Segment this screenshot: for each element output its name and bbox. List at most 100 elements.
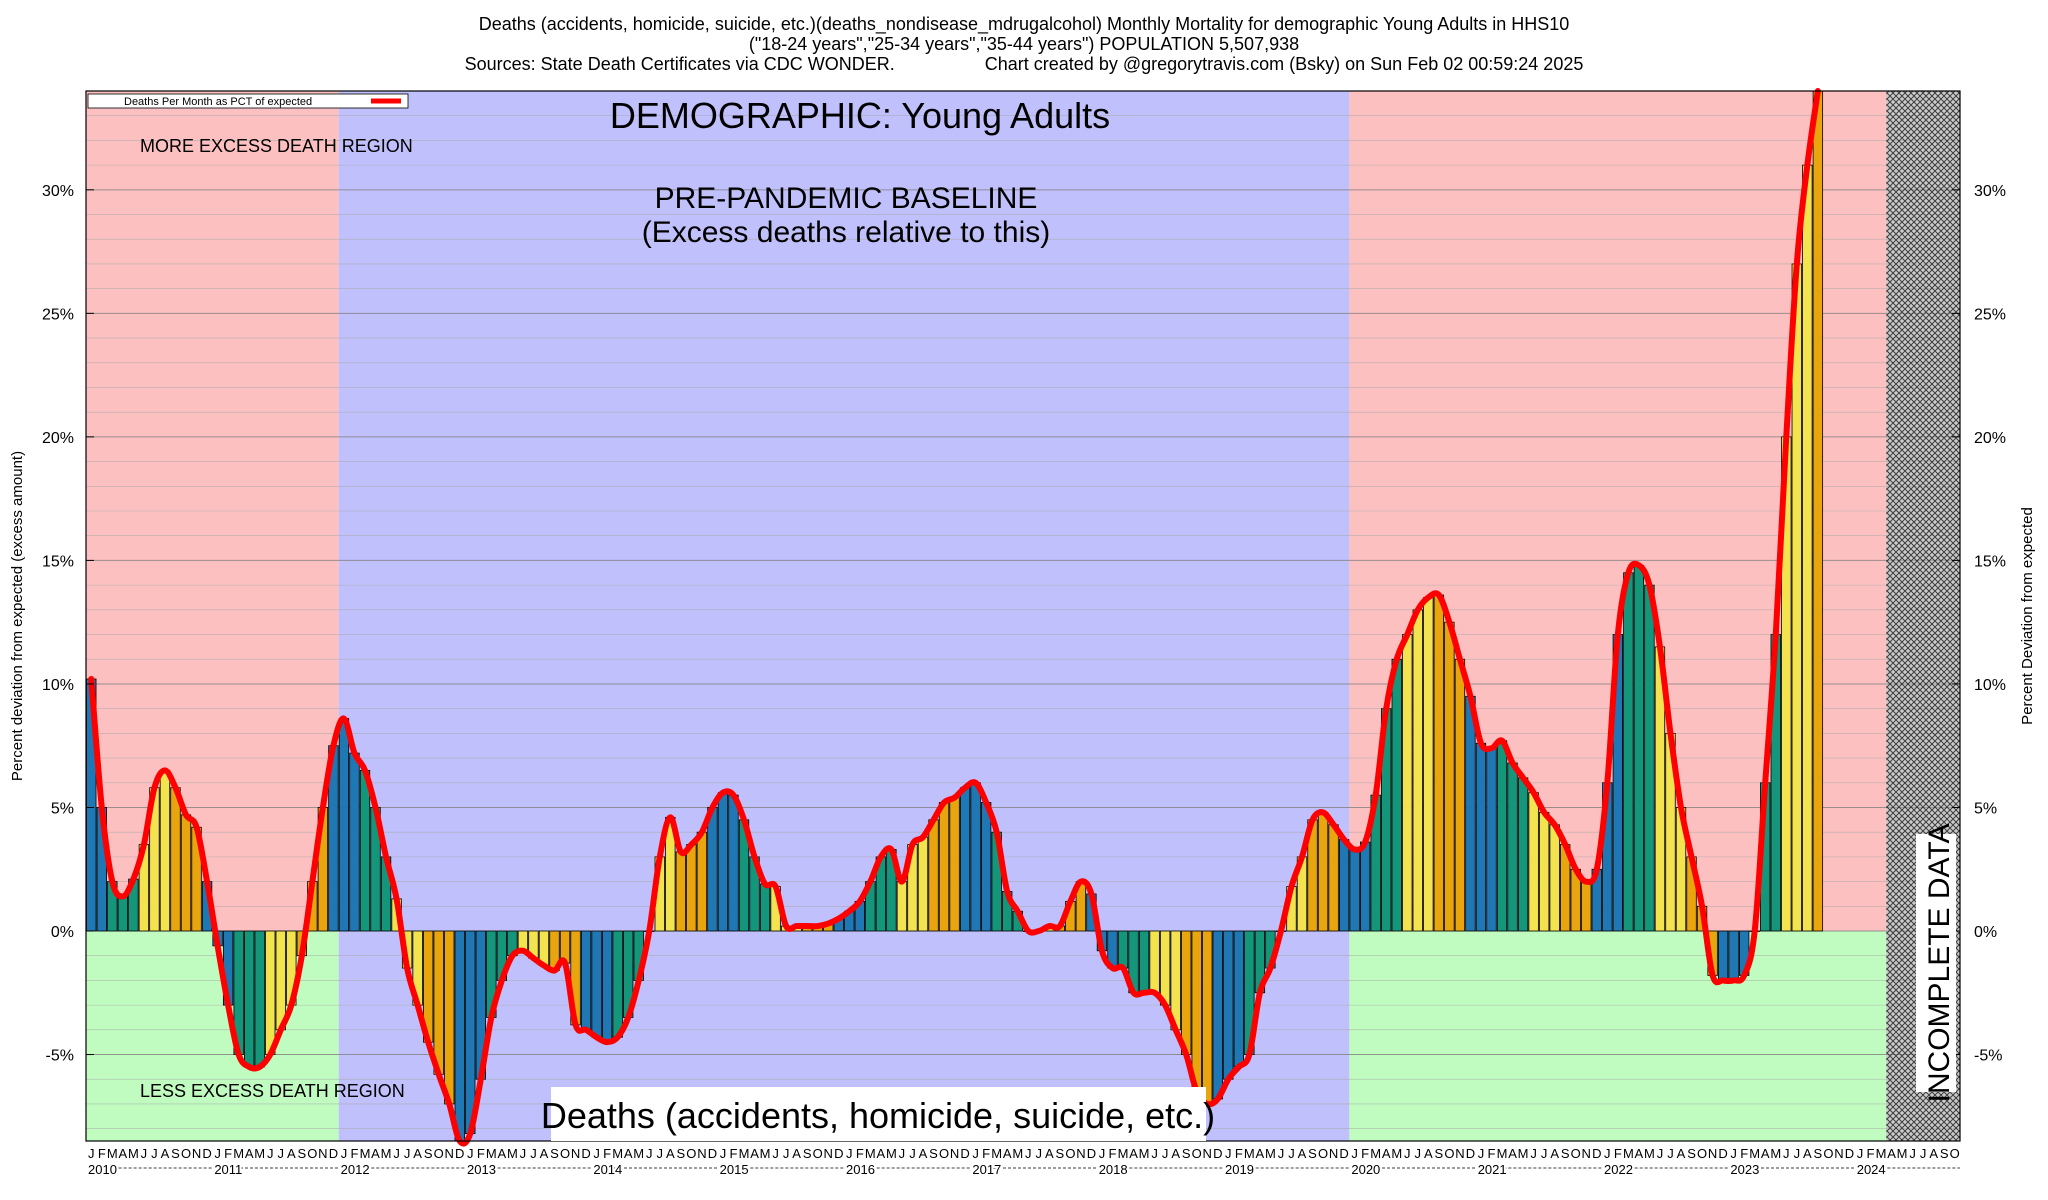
bar bbox=[1633, 564, 1645, 932]
x-tick-year-label: 2020 bbox=[1351, 1162, 1380, 1177]
bar bbox=[170, 787, 181, 932]
x-tick-month-label: S bbox=[171, 1146, 180, 1161]
chart-title: Deaths (accidents, homicide, suicide, et… bbox=[478, 14, 1570, 34]
x-tick-month-label: S bbox=[1687, 1146, 1696, 1161]
bar bbox=[1581, 881, 1592, 932]
x-tick-month-label: J bbox=[1657, 1146, 1664, 1161]
x-tick-month-label: N bbox=[571, 1146, 580, 1161]
x-tick-month-label: J bbox=[1025, 1146, 1032, 1161]
x-tick-month-label: A bbox=[413, 1146, 422, 1161]
x-tick-month-label: A bbox=[624, 1146, 633, 1161]
x-tick-month-label: M bbox=[1770, 1146, 1781, 1161]
x-tick-month-label: F bbox=[603, 1146, 611, 1161]
bar bbox=[1138, 930, 1150, 994]
bar bbox=[717, 792, 729, 932]
x-tick-month-label: S bbox=[1561, 1146, 1570, 1161]
x-tick-month-label: D bbox=[1213, 1146, 1222, 1161]
bar bbox=[938, 802, 950, 932]
bar bbox=[970, 782, 981, 932]
y-tick-label-left: 25% bbox=[42, 306, 74, 323]
x-tick-month-label: F bbox=[1740, 1146, 1748, 1161]
x-tick-month-label: M bbox=[1518, 1146, 1529, 1161]
bar bbox=[1317, 812, 1329, 932]
x-tick-month-label: J bbox=[646, 1146, 653, 1161]
x-tick-month-label: O bbox=[1192, 1146, 1202, 1161]
x-tick-year-label: 2016 bbox=[846, 1162, 875, 1177]
bar bbox=[728, 794, 739, 932]
x-tick-month-label: A bbox=[540, 1146, 549, 1161]
bar bbox=[917, 836, 929, 932]
x-tick-month-label: M bbox=[886, 1146, 897, 1161]
x-tick-month-label: J bbox=[1857, 1146, 1864, 1161]
less-excess-region-right bbox=[1349, 931, 1887, 1141]
x-tick-month-label: M bbox=[1370, 1146, 1381, 1161]
x-tick-year-label: 2015 bbox=[720, 1162, 749, 1177]
x-tick-month-label: J bbox=[1415, 1146, 1422, 1161]
x-tick-month-label: O bbox=[1444, 1146, 1454, 1161]
x-tick-month-label: O bbox=[1950, 1146, 1960, 1161]
legend-label: Deaths Per Month as PCT of expected bbox=[124, 96, 312, 108]
x-tick-year-label: 2022 bbox=[1604, 1162, 1633, 1177]
less-excess-label: LESS EXCESS DEATH REGION bbox=[140, 1081, 405, 1101]
baseline-title: PRE-PANDEMIC BASELINE bbox=[655, 182, 1038, 215]
x-tick-month-label: J bbox=[1288, 1146, 1295, 1161]
x-tick-year-label: 2018 bbox=[1099, 1162, 1128, 1177]
x-tick-month-label: O bbox=[181, 1146, 191, 1161]
demographic-title: DEMOGRAPHIC: Young Adults bbox=[610, 95, 1110, 136]
bar bbox=[1181, 930, 1192, 1055]
x-tick-month-label: A bbox=[1677, 1146, 1686, 1161]
x-tick-month-label: J bbox=[1783, 1146, 1790, 1161]
x-tick-month-label: D bbox=[329, 1146, 338, 1161]
bar bbox=[1517, 777, 1529, 932]
chart-sources-line: Sources: State Death Certificates via CD… bbox=[0, 54, 2048, 75]
x-tick-month-label: J bbox=[593, 1146, 600, 1161]
x-tick-month-label: J bbox=[1909, 1146, 1916, 1161]
y-tick-label-right: 25% bbox=[1974, 306, 2006, 323]
x-tick-month-label: J bbox=[657, 1146, 664, 1161]
x-tick-month-label: F bbox=[1235, 1146, 1243, 1161]
bar bbox=[612, 930, 623, 1038]
x-tick-month-label: A bbox=[792, 1146, 801, 1161]
x-tick-month-label: J bbox=[467, 1146, 474, 1161]
bar bbox=[759, 883, 771, 932]
x-tick-year-label: 2011 bbox=[214, 1162, 242, 1177]
x-tick-month-label: M bbox=[1118, 1146, 1129, 1161]
bar bbox=[1444, 621, 1455, 932]
bar bbox=[601, 930, 613, 1043]
x-tick-month-label: O bbox=[1571, 1146, 1581, 1161]
y-tick-label-left: 20% bbox=[42, 430, 74, 447]
x-tick-month-label: N bbox=[824, 1146, 833, 1161]
x-tick-month-label: D bbox=[1845, 1146, 1854, 1161]
y-tick-label-left: 30% bbox=[42, 183, 74, 200]
x-tick-month-label: J bbox=[151, 1146, 158, 1161]
bar bbox=[1486, 747, 1497, 932]
x-tick-month-label: S bbox=[1814, 1146, 1823, 1161]
x-tick-month-label: D bbox=[708, 1146, 717, 1161]
x-tick-year-label: 2021 bbox=[1478, 1162, 1507, 1177]
x-tick-month-label: J bbox=[1478, 1146, 1485, 1161]
bar bbox=[1391, 658, 1402, 932]
x-tick-month-label: M bbox=[1876, 1146, 1887, 1161]
x-tick-month-label: A bbox=[1129, 1146, 1138, 1161]
x-tick-month-label: A bbox=[371, 1146, 380, 1161]
x-tick-month-label: N bbox=[445, 1146, 454, 1161]
bar bbox=[1349, 849, 1360, 932]
x-tick-month-label: J bbox=[972, 1146, 979, 1161]
x-tick-month-label: A bbox=[919, 1146, 928, 1161]
x-tick-month-label: M bbox=[1139, 1146, 1150, 1161]
x-tick-month-label: A bbox=[119, 1146, 128, 1161]
y-tick-label-right: 30% bbox=[1974, 183, 2006, 200]
bar bbox=[686, 844, 697, 932]
bar bbox=[1359, 841, 1371, 932]
bar bbox=[1791, 263, 1802, 932]
bar bbox=[1538, 812, 1550, 932]
x-tick-month-label: J bbox=[1036, 1146, 1043, 1161]
x-tick-month-label: S bbox=[297, 1146, 306, 1161]
x-tick-month-label: S bbox=[1182, 1146, 1191, 1161]
x-tick-month-label: S bbox=[1056, 1146, 1065, 1161]
x-tick-month-label: M bbox=[128, 1146, 139, 1161]
x-tick-month-label: M bbox=[1012, 1146, 1023, 1161]
bar bbox=[1802, 164, 1813, 932]
x-tick-month-label: J bbox=[520, 1146, 527, 1161]
